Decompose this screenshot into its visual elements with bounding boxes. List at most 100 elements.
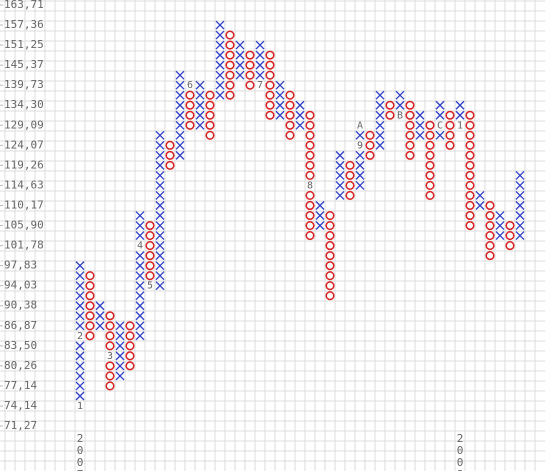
x-box (75, 341, 85, 351)
o-box (305, 150, 315, 160)
x-stroke (215, 30, 225, 40)
y-tick-label: 134,30 (4, 98, 44, 111)
x-box (515, 170, 525, 180)
x-stroke (455, 110, 465, 120)
o-column (85, 271, 95, 341)
o-box (465, 160, 475, 170)
x-box (475, 190, 485, 200)
x-box (515, 211, 525, 220)
o-column (365, 130, 375, 160)
o-box (145, 251, 155, 261)
x-column (295, 100, 305, 130)
x-box (195, 100, 205, 110)
x-stroke (135, 271, 145, 281)
x-stroke (475, 190, 485, 200)
month-marker: 2 (77, 331, 83, 342)
month-marker: 1 (457, 120, 463, 131)
x-stroke (515, 190, 525, 200)
o-box (305, 231, 315, 241)
x-box (215, 70, 225, 80)
o-box (305, 210, 315, 221)
x-box (155, 231, 165, 241)
x-stroke (135, 331, 145, 341)
x-stroke (75, 371, 85, 381)
x-box (175, 130, 185, 140)
o-box (445, 120, 455, 130)
o-box (85, 291, 95, 301)
x-stroke (215, 20, 225, 30)
o-column (345, 160, 355, 201)
x-column (495, 211, 505, 241)
o-box (265, 100, 275, 110)
x-box (195, 120, 205, 130)
month-marker: 4 (137, 241, 143, 252)
x-box (175, 90, 185, 100)
o-box (445, 110, 455, 120)
x-box (295, 120, 305, 130)
month-marker: C (437, 120, 443, 131)
o-box (305, 130, 315, 140)
o-box (305, 110, 315, 120)
o-column (505, 220, 515, 251)
y-tick-label: 94,03 (4, 279, 37, 292)
o-box (365, 140, 375, 150)
x-box (495, 221, 505, 231)
x-stroke (515, 221, 525, 230)
x-stroke (255, 50, 265, 60)
x-box (235, 50, 245, 60)
y-tick-label: 101,78 (4, 239, 44, 252)
y-tick-label: 163,71 (4, 0, 44, 11)
x-stroke (75, 281, 85, 291)
o-box (325, 281, 335, 291)
o-box (225, 60, 235, 70)
o-box (285, 120, 295, 130)
x-box (215, 40, 225, 50)
o-box (385, 100, 395, 110)
o-box (325, 241, 335, 251)
x-stroke (75, 271, 85, 281)
o-box (265, 50, 275, 60)
x-box (155, 241, 165, 251)
o-box (325, 221, 335, 231)
x-column (155, 130, 165, 291)
x-box (155, 190, 165, 200)
month-marker: 3 (107, 351, 113, 362)
x-stroke (75, 311, 85, 321)
x-box (375, 90, 385, 100)
x-stroke (375, 100, 385, 110)
x-stroke (335, 150, 345, 160)
x-stroke (115, 341, 125, 351)
x-box (155, 170, 165, 180)
x-column (95, 301, 105, 331)
o-box (305, 120, 315, 130)
o-box (465, 110, 475, 120)
x-box (175, 100, 185, 110)
x-stroke (175, 80, 185, 90)
x-box (215, 60, 225, 70)
x-box (115, 331, 125, 341)
x-stroke (75, 341, 85, 351)
x-column (335, 150, 345, 200)
x-stroke (155, 201, 165, 210)
x-stroke (155, 160, 165, 170)
x-stroke (115, 361, 125, 371)
y-tick-label: 114,63 (4, 178, 44, 191)
x-box (115, 351, 125, 361)
x-column (475, 190, 485, 210)
x-stroke (295, 100, 305, 110)
o-box (405, 120, 415, 130)
x-stroke (95, 311, 105, 321)
x-stroke (355, 180, 365, 190)
x-stroke (515, 211, 525, 220)
x-box (355, 150, 365, 160)
x-box (215, 30, 225, 40)
x-stroke (135, 211, 145, 220)
o-column (465, 110, 475, 231)
x-box (135, 291, 145, 301)
x-box (155, 261, 165, 271)
o-box (305, 190, 315, 201)
x-stroke (215, 40, 225, 50)
month-marker: B (397, 110, 403, 121)
x-stroke (115, 351, 125, 361)
